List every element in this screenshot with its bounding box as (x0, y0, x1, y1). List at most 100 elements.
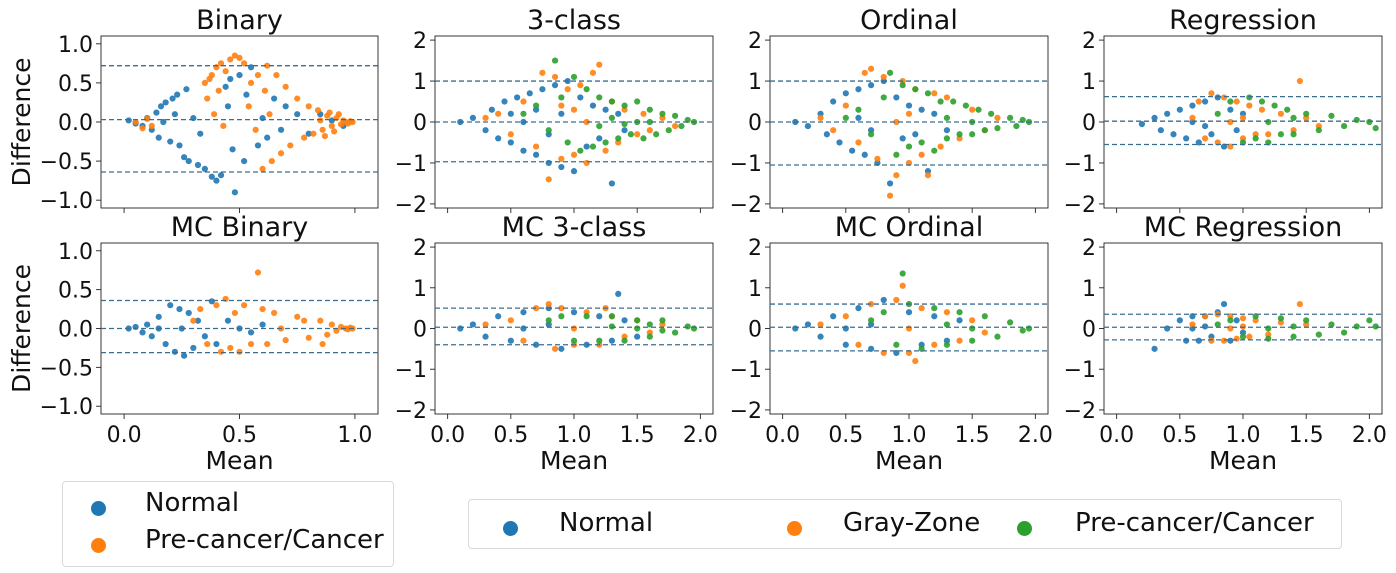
data-point (867, 65, 875, 72)
legend-label: Pre-cancer/Cancer (1075, 508, 1314, 538)
data-point (162, 99, 169, 106)
data-point (893, 296, 900, 304)
data-point (969, 131, 976, 138)
data-point (1328, 112, 1335, 119)
data-point (213, 340, 220, 348)
x-tick-label: 2.0 (683, 423, 718, 448)
data-point (1006, 319, 1014, 326)
data-point (236, 348, 243, 355)
data-point (167, 138, 174, 145)
data-point (1252, 135, 1259, 142)
subplot: −2 −1 0 1 2 Regression (1064, 5, 1383, 218)
data-point (328, 122, 335, 130)
data-point (183, 86, 190, 93)
data-point (321, 132, 329, 140)
data-point (1290, 114, 1297, 122)
data-point (893, 172, 900, 179)
data-point (558, 313, 565, 320)
data-point (162, 340, 169, 348)
x-axis-label: Mean (205, 446, 273, 475)
data-point (236, 71, 243, 79)
data-point (197, 305, 204, 313)
data-point (634, 317, 641, 324)
data-point (830, 98, 837, 105)
data-point (227, 75, 234, 83)
x-tick-label: 0.0 (1099, 423, 1134, 448)
data-point (849, 147, 856, 154)
data-point (905, 309, 913, 316)
data-point (310, 130, 317, 137)
data-point (1176, 317, 1183, 324)
subplot-title: Ordinal (860, 5, 958, 36)
data-point (1151, 114, 1158, 122)
y-tick-label: 2 (748, 236, 762, 261)
subplot-title: Regression (1169, 5, 1317, 36)
data-point (176, 305, 183, 313)
data-point (671, 122, 679, 130)
x-tick-label: 0.0 (765, 423, 800, 448)
data-point (937, 143, 944, 150)
x-tick-label: 1.5 (1289, 423, 1324, 448)
data-point (305, 130, 312, 137)
data-point (830, 313, 837, 320)
data-point (589, 102, 597, 109)
data-point (324, 331, 331, 338)
data-point (836, 139, 843, 146)
data-point (558, 345, 565, 352)
data-point (558, 94, 565, 101)
data-point (1239, 114, 1247, 122)
data-point (305, 103, 312, 110)
data-point (1201, 122, 1209, 130)
data-point (319, 126, 326, 133)
y-tick-label: −1 (1064, 358, 1096, 383)
data-point (1239, 315, 1247, 322)
data-point (224, 317, 232, 324)
data-point (1208, 90, 1215, 97)
data-point (956, 131, 963, 138)
data-point (608, 98, 616, 105)
data-point (1183, 337, 1190, 344)
data-point (217, 60, 225, 67)
data-point (570, 151, 578, 158)
data-point (215, 87, 222, 94)
data-point (148, 122, 155, 130)
data-point (943, 321, 951, 328)
data-point (608, 114, 616, 122)
data-point (247, 340, 255, 348)
data-point (229, 146, 236, 153)
data-point (969, 325, 976, 332)
data-point (507, 139, 514, 146)
y-tick-label: −1.0 (40, 189, 93, 214)
data-point (155, 313, 162, 320)
data-point (855, 341, 862, 348)
y-tick-label: −1 (730, 152, 762, 177)
y-tick-label: 1.0 (58, 33, 93, 58)
data-point (867, 131, 875, 138)
data-point (1227, 106, 1234, 113)
data-point (570, 325, 578, 332)
x-tick-label: 1.0 (892, 423, 927, 448)
data-point (331, 128, 338, 135)
data-point (842, 114, 849, 122)
data-point (1227, 325, 1234, 332)
data-point (912, 86, 919, 93)
subplot: −1.0 −0.5 0.0 0.5 1.0 0.0 0.5 1.0 MC Binary Mean D… (7, 212, 379, 475)
data-point (1025, 325, 1033, 332)
data-point (931, 341, 938, 348)
data-point (213, 302, 220, 309)
x-tick-label: 1.5 (955, 423, 990, 448)
data-point (646, 333, 653, 340)
data-point (1290, 323, 1297, 330)
data-point (994, 333, 1001, 340)
data-point (282, 83, 289, 90)
data-point (469, 114, 477, 122)
y-tick-label: 2 (413, 29, 427, 54)
data-point (231, 52, 238, 59)
data-point (943, 94, 951, 101)
data-point (247, 329, 255, 336)
data-point (201, 165, 208, 173)
data-point (918, 305, 925, 312)
data-point (301, 317, 308, 324)
y-tick-label: −2 (730, 399, 762, 424)
y-tick-label: −2 (395, 399, 427, 424)
